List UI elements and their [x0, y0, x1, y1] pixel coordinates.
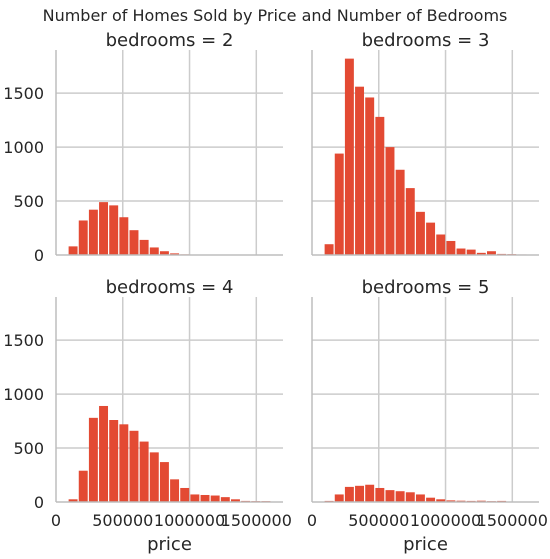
facet-title: bedrooms = 3 — [362, 30, 490, 51]
x-tick-label: 1500000 — [477, 511, 548, 530]
x-tick-label: 1500000 — [221, 511, 292, 530]
histogram-bar — [344, 486, 354, 502]
histogram-bar — [375, 487, 385, 502]
x-tick-label: 0 — [51, 511, 61, 530]
y-tick-label: 0 — [34, 493, 44, 512]
histogram-bar — [446, 240, 456, 255]
histogram-bar — [139, 441, 149, 502]
histogram-bar — [415, 211, 425, 255]
histogram-bar — [334, 153, 344, 255]
histogram-bar — [119, 424, 129, 502]
panel-2: bedrooms = 3 — [311, 30, 539, 256]
histogram-bar — [365, 97, 375, 255]
histogram-bar — [405, 188, 415, 255]
histogram-bar — [466, 249, 476, 255]
y-tick-label: 500 — [13, 192, 44, 211]
histogram-bar — [180, 487, 190, 502]
histogram-bar — [365, 484, 375, 502]
histogram-bar — [344, 58, 354, 256]
histogram-bar — [159, 462, 169, 502]
histogram-bar — [355, 86, 365, 256]
facet-title: bedrooms = 5 — [362, 277, 490, 298]
histogram-bar — [436, 499, 446, 502]
histogram-bar — [129, 230, 139, 255]
histogram-bar — [334, 494, 344, 502]
x-tick-label: 500000 — [348, 511, 409, 530]
histogram-bar — [385, 147, 395, 255]
histogram-bar — [476, 252, 486, 255]
histogram-bar — [385, 490, 395, 502]
x-tick-label: 500000 — [92, 511, 153, 530]
histogram-bar — [230, 499, 240, 502]
histogram-bar — [200, 494, 210, 502]
histogram-bar — [395, 169, 405, 255]
panel-1: bedrooms = 2 0 500 1000 1500 — [3, 30, 283, 265]
histogram-bar — [139, 239, 149, 255]
histogram-bar — [355, 485, 365, 502]
histogram-bar — [446, 500, 456, 502]
histogram-bar — [88, 209, 98, 255]
x-tick-label: 0 — [307, 511, 317, 530]
y-tick-label: 500 — [13, 439, 44, 458]
histogram-bar — [324, 244, 334, 255]
histogram-bar — [436, 234, 446, 255]
y-tick-label: 1500 — [3, 331, 44, 350]
histogram-bar — [426, 497, 436, 502]
panels-group: bedrooms = 2 0 500 1000 1500 bedrooms = 3 bedr… — [3, 30, 548, 555]
facet-title: bedrooms = 4 — [106, 277, 234, 298]
histogram-bar — [375, 116, 385, 255]
histogram-bar — [210, 495, 220, 502]
histogram-bar — [78, 220, 88, 255]
histogram-bar — [109, 420, 119, 502]
histogram-bar — [415, 494, 425, 502]
x-axis-label: price — [147, 534, 192, 555]
histogram-bar — [99, 202, 109, 255]
histogram-bar — [170, 253, 180, 255]
histogram-bar — [486, 251, 496, 255]
histogram-bar — [405, 492, 415, 502]
chart-title: Number of Homes Sold by Price and Number… — [43, 6, 508, 25]
x-tick-label: 1000000 — [410, 511, 481, 530]
facet-title: bedrooms = 2 — [106, 30, 234, 51]
histogram-bar — [220, 497, 230, 502]
histogram-bar — [119, 217, 129, 255]
x-tick-label: 1000000 — [154, 511, 225, 530]
histogram-bar — [426, 222, 436, 255]
x-axis-label: price — [403, 534, 448, 555]
histogram-bar — [149, 452, 159, 502]
histogram-bar — [190, 494, 200, 502]
histogram-bar — [129, 430, 139, 502]
histogram-bar — [170, 479, 180, 502]
histogram-bar — [149, 247, 159, 255]
histogram-bar — [109, 205, 119, 255]
histogram-bar — [456, 248, 466, 255]
histogram-bar — [88, 417, 98, 502]
panel-3: bedrooms = 4 0 500 1000 1500 0 500000 100000015… — [3, 277, 292, 555]
y-tick-label: 1000 — [3, 138, 44, 157]
histogram-bar — [68, 246, 78, 255]
y-tick-label: 1500 — [3, 84, 44, 103]
histogram-bar — [159, 251, 169, 255]
histogram-bar — [78, 470, 88, 502]
histogram-bar — [99, 405, 109, 502]
histogram-bar — [395, 491, 405, 502]
y-tick-label: 0 — [34, 246, 44, 265]
histogram-bar — [68, 499, 78, 502]
y-tick-label: 1000 — [3, 385, 44, 404]
